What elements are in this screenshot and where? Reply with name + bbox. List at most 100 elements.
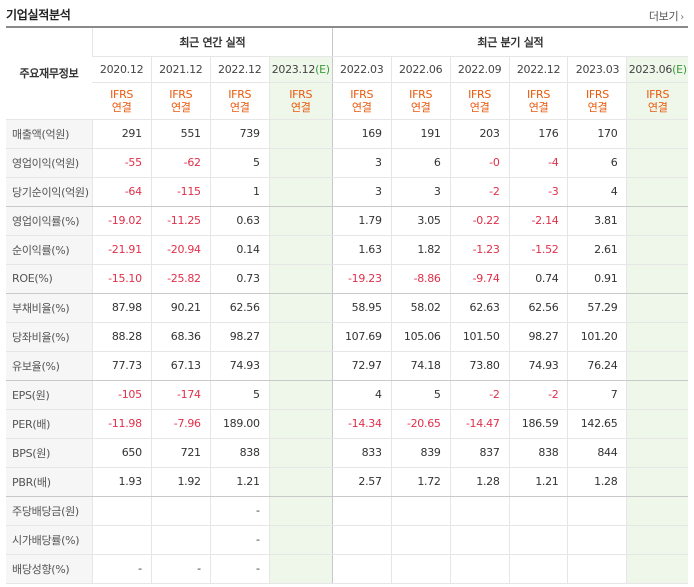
- table-cell: -55: [91, 148, 152, 178]
- table-cell: [268, 496, 333, 526]
- table-cell: 170: [567, 119, 627, 149]
- table-cell: 1.92: [150, 467, 211, 497]
- table-cell: [626, 177, 688, 207]
- row-label: PBR(배): [6, 467, 93, 497]
- table-cell: [508, 525, 568, 555]
- table-cell: -20.65: [390, 409, 451, 439]
- row-label: 당기순이익(억원): [6, 177, 93, 207]
- table-cell: [150, 496, 211, 526]
- period-header: 2022.12: [209, 56, 270, 83]
- table-cell: [626, 409, 688, 439]
- period-label: 2022.03: [340, 62, 384, 76]
- table-cell: 1.72: [390, 467, 451, 497]
- row-label: 영업이익(억원): [6, 148, 93, 178]
- ifrs-tag: IFRS 연결: [209, 82, 270, 120]
- table-row: 부채비율(%) 87.98 90.21 62.56 58.95 58.02 62.63 62.…: [6, 293, 688, 323]
- table-cell: [268, 293, 333, 323]
- table-cell: -: [150, 554, 211, 584]
- ifrs-tag: IFRS 연결: [268, 82, 333, 120]
- table-cell: [567, 554, 627, 584]
- table-cell: -0.22: [449, 206, 510, 236]
- table-row: 주당배당금(원) -: [6, 496, 688, 526]
- row-header-label: 주요재무정보: [6, 26, 93, 120]
- table-cell: 105.06: [390, 322, 451, 352]
- ifrs-tag: IFRS 연결: [331, 82, 392, 120]
- row-label: EPS(원): [6, 380, 93, 410]
- table-cell: [268, 380, 333, 410]
- table-cell: 58.95: [331, 293, 392, 323]
- table-row: 시가배당률(%) -: [6, 525, 688, 555]
- table-cell: 833: [331, 438, 392, 468]
- row-label: 주당배당금(원): [6, 496, 93, 526]
- ifrs-line2: 연결: [587, 100, 608, 114]
- table-cell: [268, 177, 333, 207]
- table-row: ROE(%) -15.10 -25.82 0.73 -19.23 -8.86 -9.74 0.…: [6, 264, 688, 294]
- table-cell: -: [209, 554, 270, 584]
- table-cell: 1.93: [91, 467, 152, 497]
- table-row: 영업이익(억원) -55 -62 5 3 6 -0 -4 6: [6, 148, 688, 178]
- ifrs-tag: IFRS 연결: [150, 82, 211, 120]
- table-cell: [626, 438, 688, 468]
- row-label: 영업이익률(%): [6, 206, 93, 236]
- table-cell: [331, 525, 392, 555]
- table-cell: 98.27: [508, 322, 568, 352]
- table-cell: -1.52: [508, 235, 568, 265]
- more-link[interactable]: 더보기 ›: [649, 8, 684, 24]
- table-cell: -8.86: [390, 264, 451, 294]
- ifrs-tag: IFRS 연결: [92, 82, 152, 120]
- table-cell: -2: [508, 380, 568, 410]
- period-header: 2023.06(E): [626, 56, 688, 83]
- period-header: 2023.03: [567, 56, 627, 83]
- table-cell: [268, 148, 333, 178]
- chevron-right-icon: ›: [680, 12, 684, 23]
- table-cell: 3.05: [390, 206, 451, 236]
- table-cell: [390, 496, 451, 526]
- table-cell: 838: [209, 438, 270, 468]
- table-cell: [567, 496, 627, 526]
- ifrs-line1: IFRS: [289, 87, 313, 101]
- period-header: 2022.03: [331, 56, 392, 83]
- period-header: 2022.09: [449, 56, 510, 83]
- table-cell: 3: [331, 148, 392, 178]
- ifrs-line1: IFRS: [228, 87, 252, 101]
- table-cell: 101.20: [567, 322, 627, 352]
- row-label: 부채비율(%): [6, 293, 93, 323]
- row-label: 순이익률(%): [6, 235, 93, 265]
- table-cell: -11.25: [150, 206, 211, 236]
- ifrs-line2: 연결: [351, 100, 372, 114]
- table-cell: 107.69: [331, 322, 392, 352]
- table-cell: [626, 148, 688, 178]
- table-cell: 74.18: [390, 351, 451, 381]
- table-cell: 186.59: [508, 409, 568, 439]
- table-cell: 7: [567, 380, 627, 410]
- table-cell: 6: [390, 148, 451, 178]
- table-cell: 1: [209, 177, 270, 207]
- table-cell: [91, 496, 152, 526]
- table-cell: [626, 554, 688, 584]
- table-cell: [91, 525, 152, 555]
- table-row: 영업이익률(%) -19.02 -11.25 0.63 1.79 3.05 -0.22 -2.…: [6, 206, 688, 236]
- period-label: 2023.12: [271, 62, 316, 76]
- table-cell: 3: [331, 177, 392, 207]
- period-header: 2022.12: [508, 56, 568, 83]
- table-cell: -1.23: [449, 235, 510, 265]
- ifrs-line2: 연결: [290, 100, 311, 114]
- table-cell: 203: [449, 119, 510, 149]
- ifrs-line1: IFRS: [350, 87, 374, 101]
- table-cell: [626, 351, 688, 381]
- table-cell: 721: [150, 438, 211, 468]
- ifrs-tag: IFRS 연결: [626, 82, 688, 120]
- ifrs-line1: IFRS: [110, 87, 134, 101]
- quarter-group-label: 최근 분기 실적: [331, 26, 688, 57]
- table-cell: 169: [331, 119, 392, 149]
- table-cell: 62.56: [508, 293, 568, 323]
- ifrs-line1: IFRS: [169, 87, 193, 101]
- period-label: 2022.09: [457, 62, 502, 76]
- table-cell: [331, 554, 392, 584]
- table-cell: [626, 322, 688, 352]
- table-cell: [626, 119, 688, 149]
- table-cell: [626, 496, 688, 526]
- period-header: 2023.12(E): [268, 56, 333, 83]
- period-header: 2020.12: [92, 56, 152, 83]
- row-label: BPS(원): [6, 438, 93, 468]
